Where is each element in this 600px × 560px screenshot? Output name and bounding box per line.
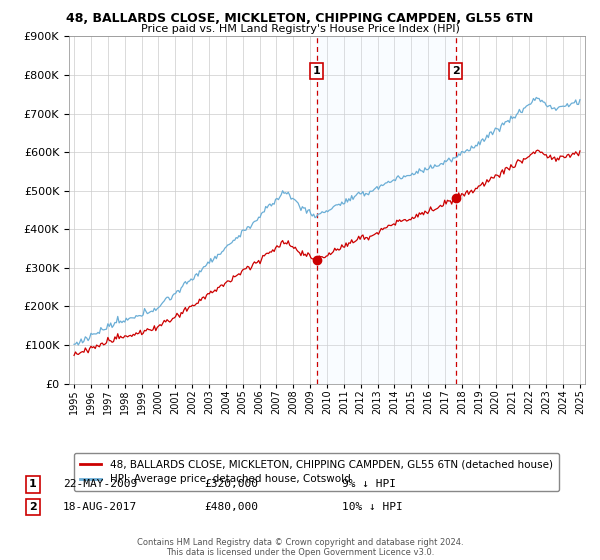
Text: Price paid vs. HM Land Registry's House Price Index (HPI): Price paid vs. HM Land Registry's House …	[140, 24, 460, 34]
Text: £320,000: £320,000	[204, 479, 258, 489]
Text: £480,000: £480,000	[204, 502, 258, 512]
Bar	[317, 36, 455, 384]
Text: 18-AUG-2017: 18-AUG-2017	[63, 502, 137, 512]
Text: 1: 1	[29, 479, 37, 489]
Text: 10% ↓ HPI: 10% ↓ HPI	[342, 502, 403, 512]
Text: 22-MAY-2009: 22-MAY-2009	[63, 479, 137, 489]
Text: 2: 2	[29, 502, 37, 512]
Text: Contains HM Land Registry data © Crown copyright and database right 2024.
This d: Contains HM Land Registry data © Crown c…	[137, 538, 463, 557]
Text: 9% ↓ HPI: 9% ↓ HPI	[342, 479, 396, 489]
Legend: 48, BALLARDS CLOSE, MICKLETON, CHIPPING CAMPDEN, GL55 6TN (detached house), HPI:: 48, BALLARDS CLOSE, MICKLETON, CHIPPING …	[74, 453, 559, 491]
Text: 2: 2	[452, 66, 460, 76]
Text: 48, BALLARDS CLOSE, MICKLETON, CHIPPING CAMPDEN, GL55 6TN: 48, BALLARDS CLOSE, MICKLETON, CHIPPING …	[67, 12, 533, 25]
Text: 1: 1	[313, 66, 320, 76]
